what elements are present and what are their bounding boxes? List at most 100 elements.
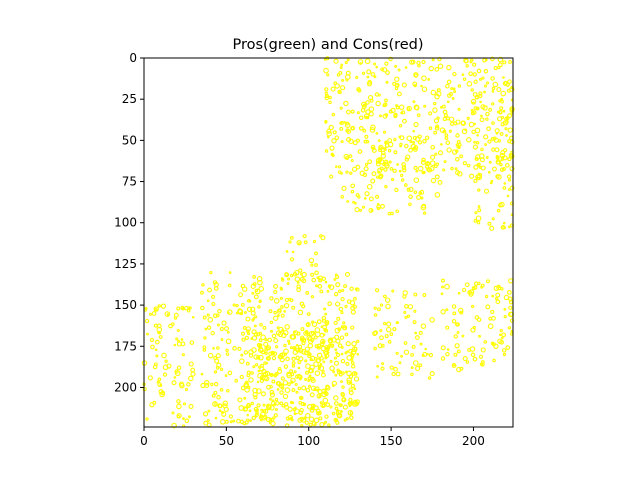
heatmap-cell: [435, 124, 440, 129]
heatmap-cell: [363, 166, 369, 172]
heatmap-cell: [260, 391, 266, 397]
heatmap-cell: [250, 401, 254, 406]
heatmap-cell: [339, 85, 346, 91]
heatmap-cell: [496, 86, 502, 92]
heatmap-cell: [339, 335, 345, 340]
heatmap-cell: [500, 97, 503, 101]
heatmap-cell: [474, 127, 481, 134]
heatmap-cell: [154, 339, 160, 345]
heatmap-cell: [237, 397, 243, 403]
heatmap-cell: [384, 185, 388, 189]
heatmap-cell: [434, 125, 440, 131]
heatmap-cell: [320, 372, 326, 378]
heatmap-cell: [502, 225, 506, 230]
heatmap-cell: [370, 72, 376, 77]
heatmap-cell: [501, 336, 504, 340]
heatmap-cell: [333, 356, 337, 360]
heatmap-cell: [434, 174, 440, 180]
heatmap-cell: [345, 417, 349, 421]
heatmap-cell: [478, 354, 484, 359]
heatmap-cell: [316, 411, 321, 416]
heatmap-cell: [334, 334, 340, 340]
heatmap-cell: [313, 387, 317, 392]
heatmap-cell: [421, 86, 428, 93]
heatmap-cell: [368, 208, 374, 213]
heatmap-cell: [284, 272, 289, 277]
heatmap-cell: [479, 100, 482, 104]
heatmap-cell: [176, 328, 180, 332]
heatmap-cell: [188, 306, 192, 310]
heatmap-cell: [468, 291, 474, 297]
heatmap-cell: [319, 289, 324, 294]
y-tick-label: 50: [122, 133, 137, 147]
heatmap-cell: [225, 338, 232, 345]
heatmap-cell: [250, 371, 254, 375]
heatmap-cell: [428, 111, 433, 116]
heatmap-cell: [373, 62, 377, 66]
heatmap-cell: [466, 163, 471, 168]
heatmap-cell: [373, 346, 377, 351]
heatmap-cell: [339, 106, 343, 110]
heatmap-cell: [293, 346, 297, 350]
heatmap-cell: [254, 408, 259, 413]
heatmap-cell: [412, 135, 418, 141]
heatmap-cell: [241, 286, 248, 292]
heatmap-cell: [369, 127, 376, 133]
heatmap-cell: [384, 297, 391, 303]
heatmap-cell: [329, 365, 335, 372]
heatmap-cell: [166, 363, 172, 369]
heatmap-cell: [215, 353, 221, 359]
heatmap-cell: [433, 101, 437, 106]
heatmap-cell: [377, 170, 381, 174]
heatmap-cell: [271, 399, 275, 403]
heatmap-cell: [314, 270, 319, 276]
heatmap-cell: [351, 364, 356, 369]
heatmap-cell: [305, 322, 310, 327]
heatmap-cell: [327, 423, 331, 427]
heatmap-cell: [271, 379, 276, 384]
heatmap-cell: [428, 353, 434, 358]
heatmap-cell: [157, 382, 162, 387]
heatmap-cell: [283, 352, 288, 356]
heatmap-cell: [381, 67, 388, 73]
heatmap-cell: [225, 348, 229, 353]
heatmap-cell: [190, 371, 196, 377]
heatmap-cell: [413, 73, 419, 78]
heatmap-cell: [295, 347, 301, 353]
heatmap-cell: [206, 299, 210, 303]
heatmap-cell: [485, 81, 489, 85]
heatmap-cell: [485, 111, 490, 117]
heatmap-cell: [325, 402, 331, 407]
heatmap-cell: [281, 403, 286, 408]
heatmap-cell: [393, 366, 398, 372]
heatmap-cell: [206, 325, 212, 330]
heatmap-cell: [389, 332, 394, 337]
heatmap-cell: [409, 59, 415, 65]
heatmap-cell: [348, 387, 353, 392]
heatmap-cell: [168, 323, 173, 329]
heatmap-cell: [281, 278, 285, 282]
heatmap-cell: [429, 370, 435, 377]
heatmap-cell: [252, 365, 256, 369]
heatmap-cell: [383, 321, 387, 326]
heatmap-cell: [232, 346, 237, 351]
heatmap-cell: [354, 202, 357, 205]
heatmap-cell: [422, 139, 427, 144]
heatmap-cell: [433, 130, 438, 135]
heatmap-cell: [362, 103, 367, 108]
heatmap-cell: [252, 387, 258, 394]
heatmap-cell: [376, 206, 381, 211]
heatmap-cell: [351, 166, 358, 172]
heatmap-cell: [262, 371, 269, 377]
heatmap-cell: [491, 86, 496, 91]
heatmap-cell: [452, 71, 457, 77]
heatmap-cell: [502, 81, 508, 86]
heatmap-cell: [503, 221, 506, 225]
heatmap-cell: [469, 173, 475, 179]
heatmap-cell: [227, 283, 232, 288]
heatmap-cell: [502, 155, 508, 161]
heatmap-cell: [459, 366, 464, 371]
heatmap-cell: [294, 269, 300, 276]
heatmap-cell: [248, 377, 254, 383]
heatmap-cell: [248, 409, 252, 413]
